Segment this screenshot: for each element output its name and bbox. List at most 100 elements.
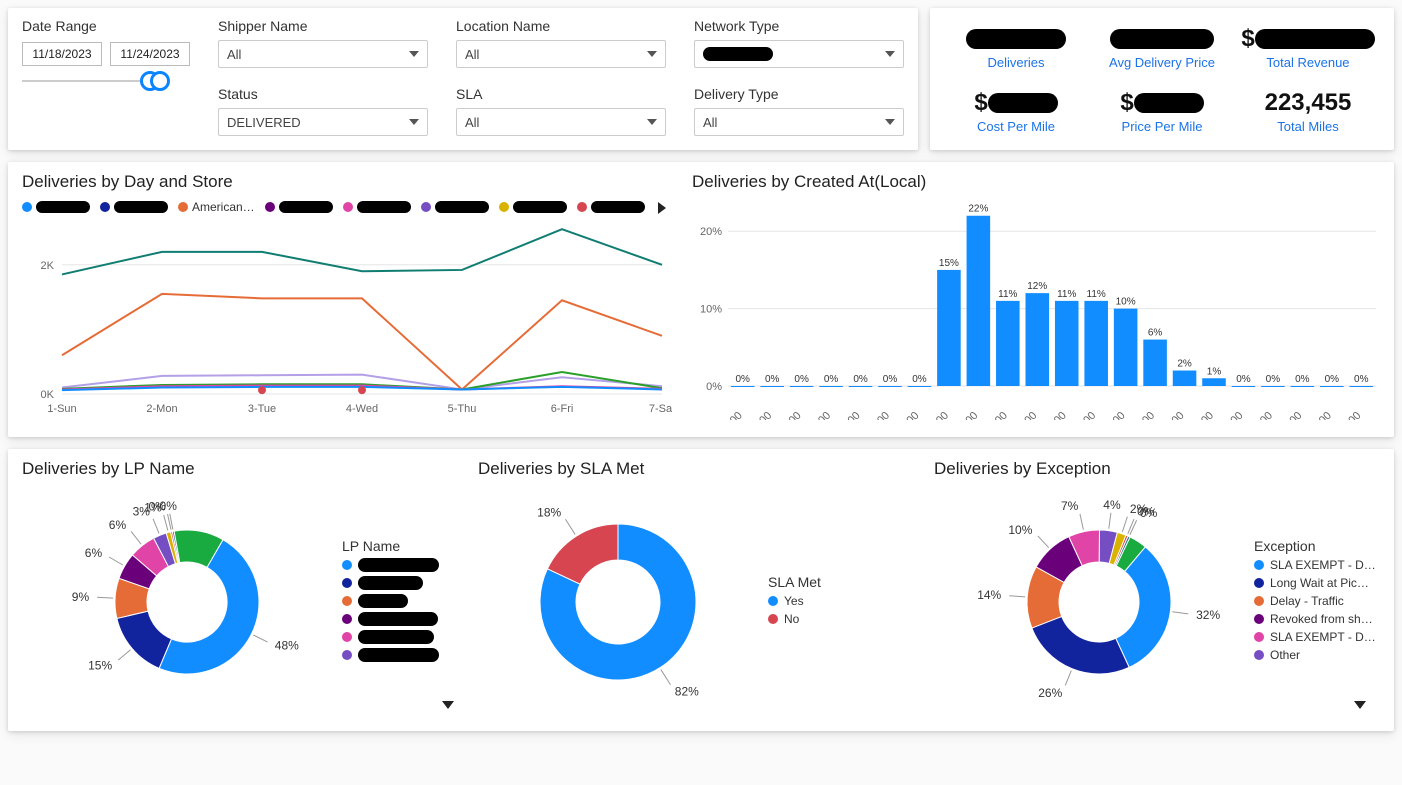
network-value-redacted xyxy=(703,47,773,61)
svg-text:7-Sat: 7-Sat xyxy=(649,403,672,415)
chart-title: Deliveries by Day and Store xyxy=(22,172,672,192)
svg-text:9%: 9% xyxy=(72,590,90,604)
legend-item[interactable]: Revoked from sh… xyxy=(1254,612,1376,626)
svg-text:0%: 0% xyxy=(736,374,751,385)
kpi-total-miles[interactable]: 223,455 Total Miles xyxy=(1265,89,1352,134)
svg-text:0%: 0% xyxy=(765,374,780,385)
more-down-icon[interactable] xyxy=(1354,701,1366,709)
legend-item[interactable] xyxy=(342,576,439,590)
status-filter: Status DELIVERED xyxy=(218,86,428,136)
date-end-input[interactable]: 11/24/2023 xyxy=(110,42,190,66)
legend-label-redacted xyxy=(358,612,438,626)
network-label: Network Type xyxy=(694,18,904,34)
svg-text:01:00: 01:00 xyxy=(746,410,774,420)
legend-label-redacted xyxy=(591,201,645,213)
kpi-miles-label: Total Miles xyxy=(1265,119,1352,134)
legend-item[interactable] xyxy=(100,201,168,213)
legend-item[interactable] xyxy=(342,612,439,626)
svg-text:7%: 7% xyxy=(1061,499,1079,513)
shipper-label: Shipper Name xyxy=(218,18,428,34)
legend-scroll-right-icon[interactable] xyxy=(658,202,666,214)
legend-title: SLA Met xyxy=(768,574,821,590)
svg-text:48%: 48% xyxy=(275,639,299,653)
legend-item[interactable]: No xyxy=(768,612,821,626)
kpi-ppm-value-redacted xyxy=(1134,93,1204,113)
svg-text:18%: 18% xyxy=(537,506,561,520)
legend-item[interactable]: Other xyxy=(1254,648,1376,662)
legend-item[interactable] xyxy=(342,648,439,662)
kpi-ppm-label: Price Per Mile xyxy=(1120,119,1203,134)
dot-icon xyxy=(1254,632,1264,642)
svg-text:4-Wed: 4-Wed xyxy=(346,403,378,415)
legend-item[interactable] xyxy=(22,201,90,213)
delivery-type-filter: Delivery Type All xyxy=(694,86,904,136)
legend-item[interactable] xyxy=(577,201,645,213)
status-select[interactable]: DELIVERED xyxy=(218,108,428,136)
kpi-price-per-mile[interactable]: $ Price Per Mile xyxy=(1120,89,1203,134)
more-down-icon[interactable] xyxy=(442,701,454,709)
donut-svg: 32%26%14%10%7%4%2%0%0% xyxy=(934,487,1244,717)
legend-label: Yes xyxy=(784,594,804,608)
svg-text:6%: 6% xyxy=(85,546,103,560)
legend-label: Long Wait at Pic… xyxy=(1270,576,1369,590)
line-chart-svg: 0K2K1-Sun2-Mon3-Tue4-Wed5-Thu6-Fri7-Sat xyxy=(22,220,672,420)
legend-item[interactable]: Yes xyxy=(768,594,821,608)
location-select[interactable]: All xyxy=(456,40,666,68)
svg-text:05:00: 05:00 xyxy=(864,410,892,420)
legend-item[interactable]: SLA EXEMPT - D… xyxy=(1254,630,1376,644)
legend-item[interactable]: Delay - Traffic xyxy=(1254,594,1376,608)
legend-item[interactable] xyxy=(342,558,439,572)
dot-icon xyxy=(100,202,110,212)
legend-title: LP Name xyxy=(342,538,439,554)
dot-icon xyxy=(343,202,353,212)
svg-text:6-Fri: 6-Fri xyxy=(551,403,574,415)
legend-item[interactable] xyxy=(342,594,439,608)
network-select[interactable] xyxy=(694,40,904,68)
dot-icon xyxy=(1254,614,1264,624)
svg-text:32%: 32% xyxy=(1196,608,1220,622)
sla-select[interactable]: All xyxy=(456,108,666,136)
dot-icon xyxy=(342,578,352,588)
svg-text:14%: 14% xyxy=(977,588,1001,602)
deliveries-by-day-store-chart[interactable]: Deliveries by Day and Store American… 0K… xyxy=(22,172,672,423)
svg-text:11%: 11% xyxy=(1057,289,1076,300)
deliveries-by-sla-chart[interactable]: Deliveries by SLA Met 82%18% SLA Met Yes… xyxy=(478,459,924,717)
date-start-input[interactable]: 11/18/2023 xyxy=(22,42,102,66)
svg-text:0K: 0K xyxy=(41,389,55,401)
svg-text:0%: 0% xyxy=(794,374,809,385)
svg-text:1-Sun: 1-Sun xyxy=(47,403,76,415)
kpi-miles-value: 223,455 xyxy=(1265,89,1352,117)
legend-item[interactable] xyxy=(343,201,411,213)
legend-item[interactable] xyxy=(499,201,567,213)
dot-icon xyxy=(342,614,352,624)
kpi-avgprice-label: Avg Delivery Price xyxy=(1109,55,1215,70)
deliveries-by-exception-chart[interactable]: Deliveries by Exception 32%26%14%10%7%4%… xyxy=(934,459,1380,717)
date-range-label: Date Range xyxy=(22,18,190,34)
dot-icon xyxy=(22,202,32,212)
sla-value: All xyxy=(465,115,479,130)
shipper-select[interactable]: All xyxy=(218,40,428,68)
deliveries-by-lp-chart[interactable]: Deliveries by LP Name 48%15%9%6%6%3%1%0%… xyxy=(22,459,468,717)
chevron-down-icon xyxy=(647,51,657,57)
kpi-deliveries[interactable]: Deliveries xyxy=(966,25,1066,70)
svg-text:3-Tue: 3-Tue xyxy=(248,403,276,415)
svg-text:6%: 6% xyxy=(109,518,127,532)
svg-text:0%: 0% xyxy=(1354,374,1369,385)
kpi-cost-per-mile[interactable]: $ Cost Per Mile xyxy=(974,89,1057,134)
chevron-down-icon xyxy=(885,119,895,125)
delivery-type-select[interactable]: All xyxy=(694,108,904,136)
dot-icon xyxy=(768,596,778,606)
shipper-value: All xyxy=(227,47,241,62)
kpi-avg-price[interactable]: Avg Delivery Price xyxy=(1109,25,1215,70)
legend-item[interactable]: Long Wait at Pic… xyxy=(1254,576,1376,590)
legend-item[interactable]: American… xyxy=(178,200,255,214)
legend-item[interactable] xyxy=(265,201,333,213)
legend-item[interactable] xyxy=(421,201,489,213)
date-slider[interactable] xyxy=(22,80,190,82)
kpi-total-revenue[interactable]: $ Total Revenue xyxy=(1241,25,1374,70)
legend-item[interactable]: SLA EXEMPT - D… xyxy=(1254,558,1376,572)
deliveries-by-created-chart[interactable]: Deliveries by Created At(Local) 0%10%20%… xyxy=(692,172,1382,423)
svg-text:10%: 10% xyxy=(700,304,722,316)
legend-item[interactable] xyxy=(342,630,439,644)
legend-label: Revoked from sh… xyxy=(1270,612,1373,626)
